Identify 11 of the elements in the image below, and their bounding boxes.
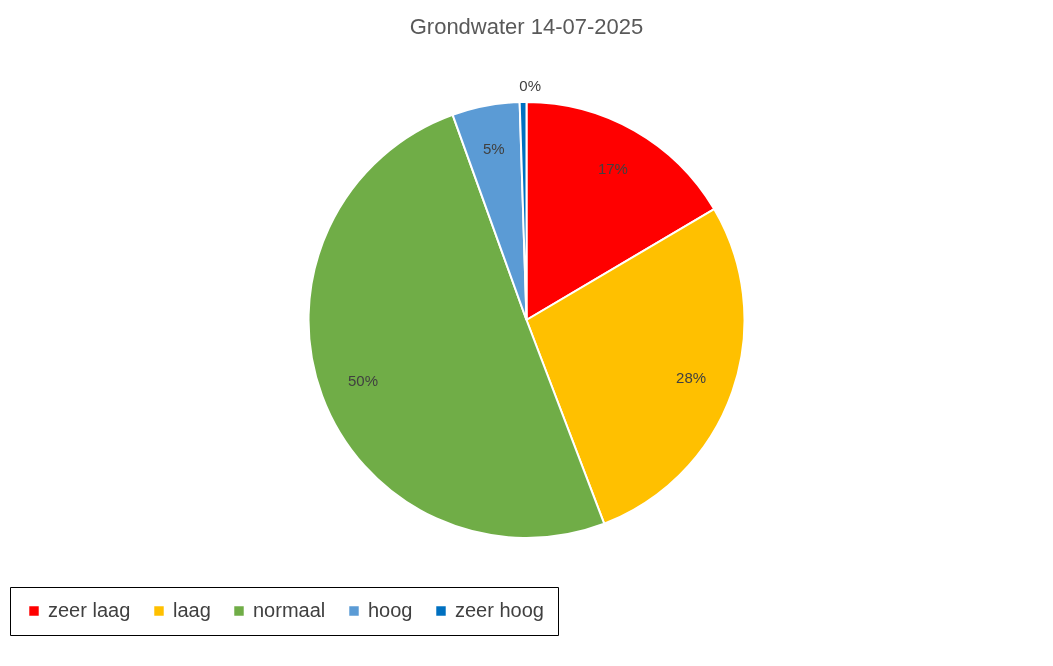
legend-label: hoog [368, 599, 413, 621]
legend-label: zeer hoog [455, 599, 544, 621]
data-label: 28% [676, 368, 707, 386]
legend-label: zeer laag [48, 599, 131, 621]
data-label: 5% [482, 139, 505, 157]
chart-title: Grondwater 14-07-2025 [409, 14, 644, 40]
legend-label: normaal [253, 599, 326, 621]
data-label: 17% [597, 159, 628, 177]
legend-label: laag [173, 599, 211, 621]
data-label: 50% [347, 371, 378, 389]
data-label: 0% [519, 77, 542, 95]
